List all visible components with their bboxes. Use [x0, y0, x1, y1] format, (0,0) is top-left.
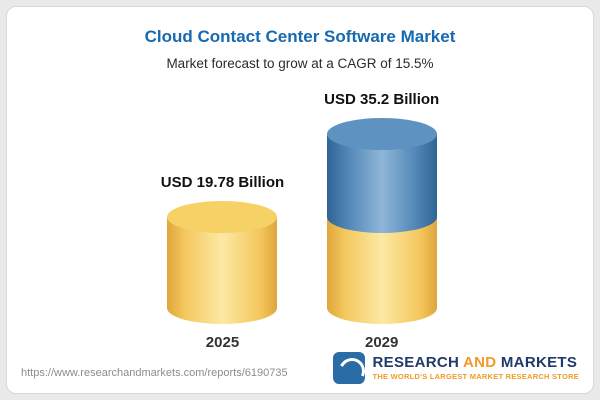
report-url[interactable]: https://www.researchandmarkets.com/repor… [21, 367, 288, 379]
value-label-2029: USD 35.2 Billion [324, 91, 440, 108]
cylinder-bar-chart: USD 19.78 Billion 2025 USD 35.2 Billion … [7, 91, 593, 351]
cylinder-2029-top-body [326, 134, 437, 233]
logo-word-markets: MARKETS [500, 354, 578, 372]
cylinder-2029-base-body [326, 217, 437, 324]
chart-subtitle: Market forecast to grow at a CAGR of 15.… [166, 56, 434, 71]
bar-group-2025: USD 19.78 Billion 2025 [161, 174, 284, 351]
year-label-2025: 2025 [205, 334, 240, 351]
logo-word-research: RESEARCH [372, 354, 460, 372]
cylinder-2025-cap [167, 201, 278, 233]
logo-text: RESEARCH AND MARKETS THE WORLD'S LARGEST… [373, 354, 579, 382]
logo-word-and: AND [463, 354, 497, 372]
cylinder-2029 [326, 118, 437, 324]
logo-wordmark: RESEARCH AND MARKETS [373, 354, 579, 371]
year-label-2029: 2029 [365, 334, 399, 351]
bar-group-2029: USD 35.2 Billion 2029 [324, 91, 439, 351]
logo-mark-icon [332, 352, 365, 384]
cylinder-2025 [167, 201, 278, 324]
logo-tagline: THE WORLD'S LARGEST MARKET RESEARCH STOR… [372, 372, 579, 382]
infographic-card: Cloud Contact Center Software Market Mar… [6, 6, 594, 394]
research-and-markets-logo: RESEARCH AND MARKETS THE WORLD'S LARGEST… [332, 352, 579, 384]
chart-header: Cloud Contact Center Software Market Mar… [7, 27, 593, 71]
cylinder-2025-body [167, 217, 278, 324]
value-label-2025: USD 19.78 Billion [160, 174, 285, 191]
cylinder-2029-cap [326, 118, 437, 150]
chart-title: Cloud Contact Center Software Market [144, 27, 456, 46]
